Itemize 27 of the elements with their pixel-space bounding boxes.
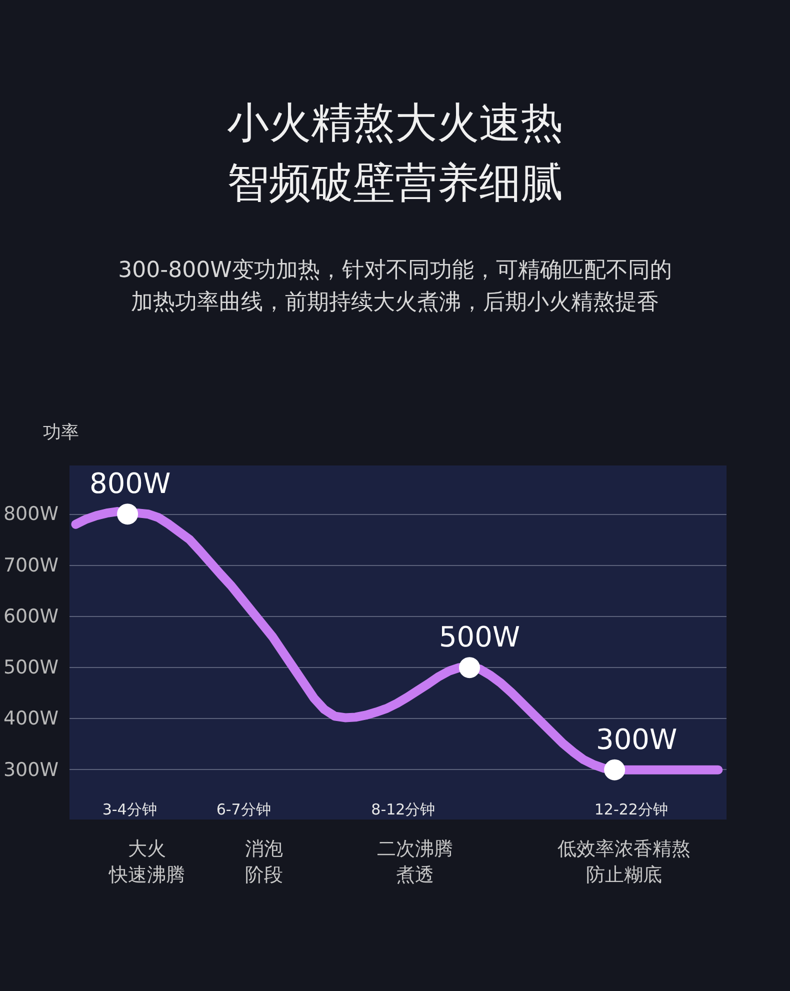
- point: [117, 504, 138, 525]
- y-axis-title: 功率: [43, 421, 79, 445]
- annotation: 8-12分钟: [371, 800, 436, 818]
- data-label: 500W: [438, 620, 520, 654]
- annotation: 6-7分钟: [216, 800, 271, 818]
- text: 阶段: [245, 864, 283, 886]
- text: 消泡: [245, 838, 283, 860]
- data-label: 300W: [596, 722, 678, 756]
- annotation: 12-22分钟: [594, 800, 668, 818]
- y-tick-label: 700W: [3, 554, 59, 576]
- text: 煮透: [395, 863, 435, 888]
- chart-title: 小火精熬大火速热智频破壁营养细腻: [226, 97, 564, 209]
- text: 快速沸腾: [109, 864, 185, 886]
- point: [604, 759, 626, 780]
- chart-subtitle: 300-800W变功加热，针对不同功能，可精确匹配不同的加热功率曲线，前期持续大火煮沸，后期小火精熬提香: [117, 257, 673, 317]
- text: 防止糊底: [585, 863, 663, 888]
- annotation: 3-4分钟: [102, 800, 157, 818]
- y-tick-label: 300W: [3, 758, 59, 781]
- y-tick-label: 400W: [3, 708, 59, 730]
- y-tick-label: 500W: [3, 656, 59, 679]
- y-tick-label: 600W: [3, 605, 59, 628]
- point: [459, 657, 480, 678]
- text: 大火: [128, 838, 166, 860]
- text: 低效率浓香精熬: [556, 837, 692, 862]
- text: 二次沸腾: [376, 837, 454, 862]
- y-tick-label: 800W: [3, 503, 59, 526]
- data-label: 800W: [90, 467, 171, 500]
